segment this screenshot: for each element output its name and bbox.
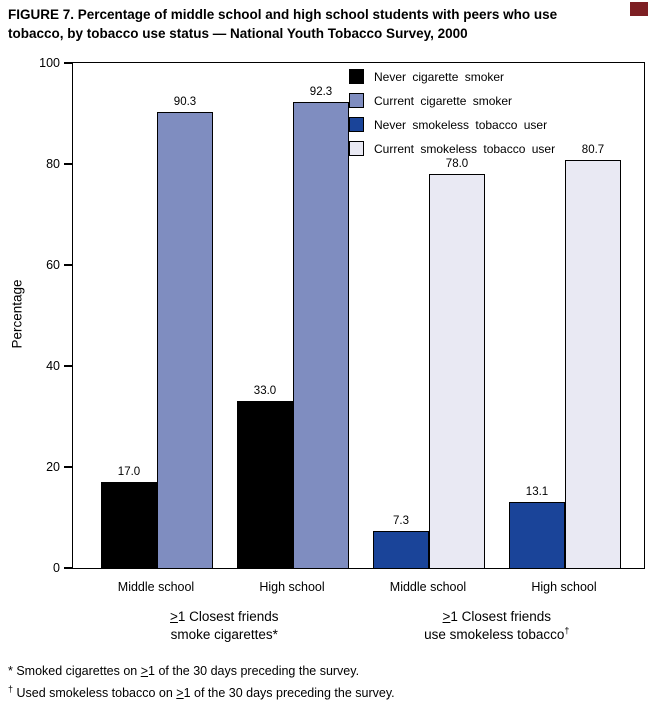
group-axis-label-line1: >1 Closest friends	[442, 609, 551, 624]
bar-never-cigarette-smoker: 17.0	[101, 466, 157, 568]
group-axis: >1 Closest friends smoke cigarettes* >1 Cl…	[72, 608, 643, 644]
footnote-smokeless: † Used smokeless tobacco on >1 of the 30…	[8, 682, 395, 704]
footnote-marker: †	[8, 683, 14, 694]
bar-never-smokeless-tobacco-user: 7.3	[373, 515, 429, 568]
group-axis-label-line1: >1 Closest friends	[170, 609, 279, 624]
bar-value-label: 92.3	[309, 85, 333, 98]
y-axis-label: Percentage	[9, 279, 25, 349]
legend-item: Current cigarette smoker	[349, 93, 555, 108]
bar-group: 17.0 90.3	[101, 63, 213, 568]
bar-value-label: 80.7	[581, 144, 605, 157]
bar-current-smokeless-tobacco-user: 80.7	[565, 144, 621, 568]
bar-group: 33.0 92.3	[237, 63, 349, 568]
bar-group: 7.3 78.0	[373, 63, 485, 568]
legend-swatch	[349, 69, 364, 84]
y-tick-label: 20	[46, 460, 60, 474]
legend-label: Never cigarette smoker	[374, 69, 505, 84]
geq-symbol: >	[176, 686, 184, 700]
bar-current-cigarette-smoker: 90.3	[157, 96, 213, 568]
footnote-text: Used smokeless tobacco on	[13, 686, 177, 700]
y-tick-mark	[64, 62, 73, 64]
bar-value-label: 17.0	[117, 466, 141, 479]
bars-layer: 17.0 90.3 33.0 92.3 7.3 78.0 13.1 80.7	[73, 63, 644, 568]
footnote-cigarettes: * Smoked cigarettes on >1 of the 30 days…	[8, 660, 395, 682]
y-tick-label: 60	[46, 258, 60, 272]
y-tick-mark	[64, 466, 73, 468]
bar-never-cigarette-smoker: 33.0	[237, 385, 293, 568]
legend-swatch	[349, 141, 364, 156]
legend-item: Never cigarette smoker	[349, 69, 555, 84]
category-label: Middle school	[389, 580, 467, 594]
legend-swatch	[349, 117, 364, 132]
category-label: Middle school	[117, 580, 195, 594]
legend-item: Never smokeless tobacco user	[349, 117, 555, 132]
y-tick-label: 0	[53, 561, 60, 575]
y-tick-mark	[64, 365, 73, 367]
y-tick-mark	[64, 264, 73, 266]
group-axis-label: >1 Closest friends smoke cigarettes*	[88, 608, 361, 644]
legend-label: Current smokeless tobacco user	[374, 141, 556, 156]
bar-value-label: 33.0	[253, 385, 277, 398]
y-tick-label: 80	[46, 157, 60, 171]
legend: Never cigarette smoker Current cigarette …	[349, 69, 555, 156]
bar-value-label: 7.3	[393, 515, 409, 528]
category-label: High school	[259, 580, 325, 594]
footnote-text: 1 of the 30 days preceding the survey.	[148, 664, 360, 678]
footnote-text: 1 of the 30 days preceding the survey.	[183, 686, 395, 700]
legend-label: Never smokeless tobacco user	[374, 117, 548, 132]
y-tick-mark	[64, 163, 73, 165]
footnote-text: Smoked cigarettes on	[12, 664, 141, 678]
geq-symbol: >	[140, 664, 149, 678]
bar-current-cigarette-smoker: 92.3	[293, 86, 349, 568]
legend-label: Current cigarette smoker	[374, 93, 513, 108]
page-corner-decoration	[630, 2, 648, 16]
geq-symbol: >	[442, 609, 451, 624]
legend-swatch	[349, 93, 364, 108]
footnote-marker: *	[8, 664, 13, 678]
group-axis-label: >1 Closest friends use smokeless tobacco†	[361, 608, 634, 644]
legend-item: Current smokeless tobacco user	[349, 141, 555, 156]
footnotes: * Smoked cigarettes on >1 of the 30 days…	[8, 660, 395, 704]
plot-area: 17.0 90.3 33.0 92.3 7.3 78.0 13.1 80.7 Never ci…	[39, 56, 645, 575]
geq-symbol: >	[170, 609, 178, 624]
bar-group: 13.1 80.7	[509, 63, 621, 568]
y-tick-label: 100	[39, 56, 60, 70]
group-axis-label-line2: smoke cigarettes*	[170, 627, 278, 642]
bar-value-label: 78.0	[445, 158, 469, 171]
bar-value-label: 13.1	[525, 485, 549, 498]
dagger-superscript: †	[564, 625, 570, 636]
y-tick-label: 40	[46, 359, 60, 373]
bar-never-smokeless-tobacco-user: 13.1	[509, 486, 565, 568]
category-axis: Middle school High school Middle school Hig…	[72, 580, 643, 594]
group-axis-label-line2: use smokeless tobacco†	[424, 625, 570, 642]
bar-current-smokeless-tobacco-user: 78.0	[429, 158, 485, 568]
figure-title: FIGURE 7. Percentage of middle school an…	[8, 7, 558, 41]
category-label: High school	[531, 580, 597, 594]
bar-value-label: 90.3	[173, 96, 197, 108]
y-tick-mark	[64, 567, 73, 569]
